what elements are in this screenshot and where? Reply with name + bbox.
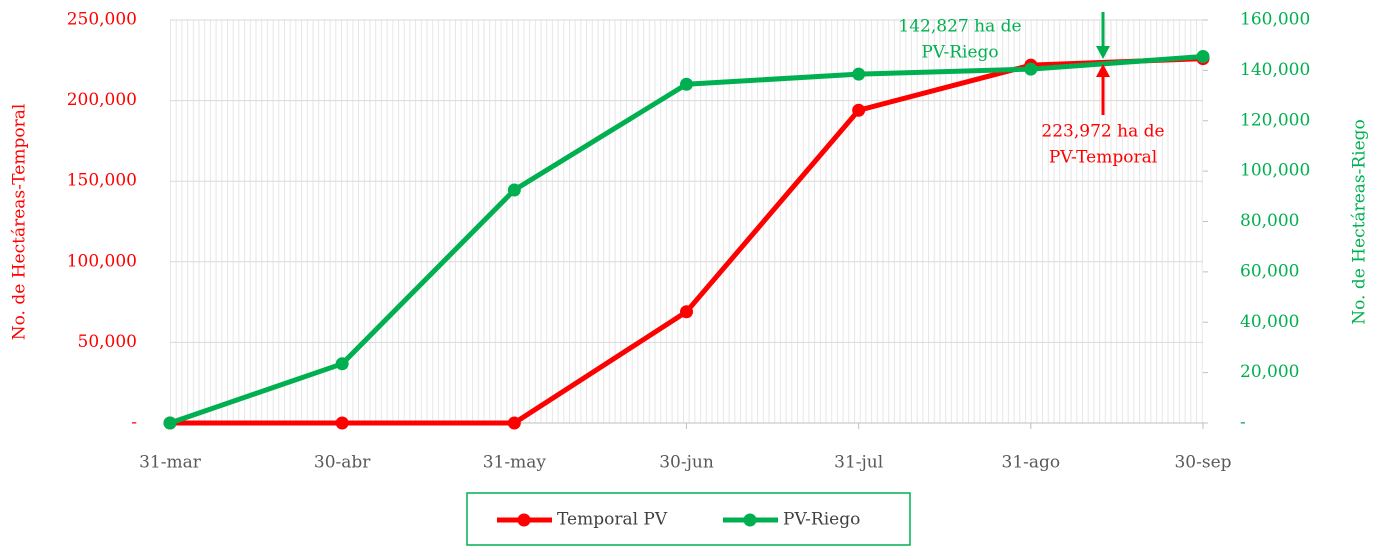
legend-label: PV-Riego bbox=[783, 510, 860, 530]
annotation: 142,827 ha de bbox=[898, 17, 1021, 37]
point bbox=[680, 77, 693, 91]
y-tick-label: 250,000 bbox=[67, 10, 137, 30]
y2-tick-label: - bbox=[1240, 413, 1246, 433]
y-tick-label: - bbox=[131, 413, 137, 433]
point bbox=[163, 416, 177, 430]
y-tick-label: 150,000 bbox=[67, 171, 137, 191]
y2-tick-label: 160,000 bbox=[1240, 10, 1310, 30]
x-tick-label: 31-may bbox=[483, 453, 547, 473]
y-tick-label: 200,000 bbox=[67, 90, 137, 110]
point bbox=[507, 183, 521, 197]
annotation: 223,972 ha de bbox=[1041, 122, 1164, 142]
arrow-head bbox=[1096, 64, 1110, 77]
y2-tick-label: 80,000 bbox=[1240, 211, 1299, 231]
y2-tick-label: 100,000 bbox=[1240, 161, 1310, 181]
y-axis-title: No. de Hectáreas-Temporal bbox=[10, 104, 30, 341]
y2-tick-label: 140,000 bbox=[1240, 60, 1310, 80]
point bbox=[1196, 50, 1210, 64]
point bbox=[852, 103, 866, 117]
x-tick-label: 30-abr bbox=[314, 453, 371, 473]
y2-tick-label: 40,000 bbox=[1240, 312, 1299, 332]
annotation: PV-Temporal bbox=[1049, 148, 1157, 168]
y-tick-label: 50,000 bbox=[78, 332, 137, 352]
arrow-head bbox=[1096, 46, 1110, 59]
legend-marker bbox=[517, 513, 531, 527]
y-tick-label: 100,000 bbox=[67, 251, 137, 271]
y2-tick-label: 60,000 bbox=[1240, 261, 1299, 281]
x-tick-label: 31-ago bbox=[1002, 453, 1061, 473]
point bbox=[680, 305, 693, 319]
point bbox=[507, 416, 521, 430]
x-tick-label: 30-sep bbox=[1174, 453, 1231, 473]
y2-axis-title: No. de Hectáreas-Riego bbox=[1350, 119, 1370, 325]
point bbox=[335, 416, 349, 430]
point bbox=[1024, 62, 1038, 76]
annotation: PV-Riego bbox=[921, 43, 998, 63]
y2-tick-label: 20,000 bbox=[1240, 362, 1299, 382]
y2-tick-label: 120,000 bbox=[1240, 110, 1310, 130]
x-tick-label: 31-mar bbox=[139, 453, 202, 473]
point bbox=[335, 357, 349, 371]
x-tick-label: 31-jul bbox=[834, 453, 883, 473]
point bbox=[852, 67, 866, 81]
legend-marker bbox=[743, 513, 757, 527]
x-tick-label: 30-jun bbox=[659, 453, 714, 473]
legend-label: Temporal PV bbox=[557, 510, 668, 530]
